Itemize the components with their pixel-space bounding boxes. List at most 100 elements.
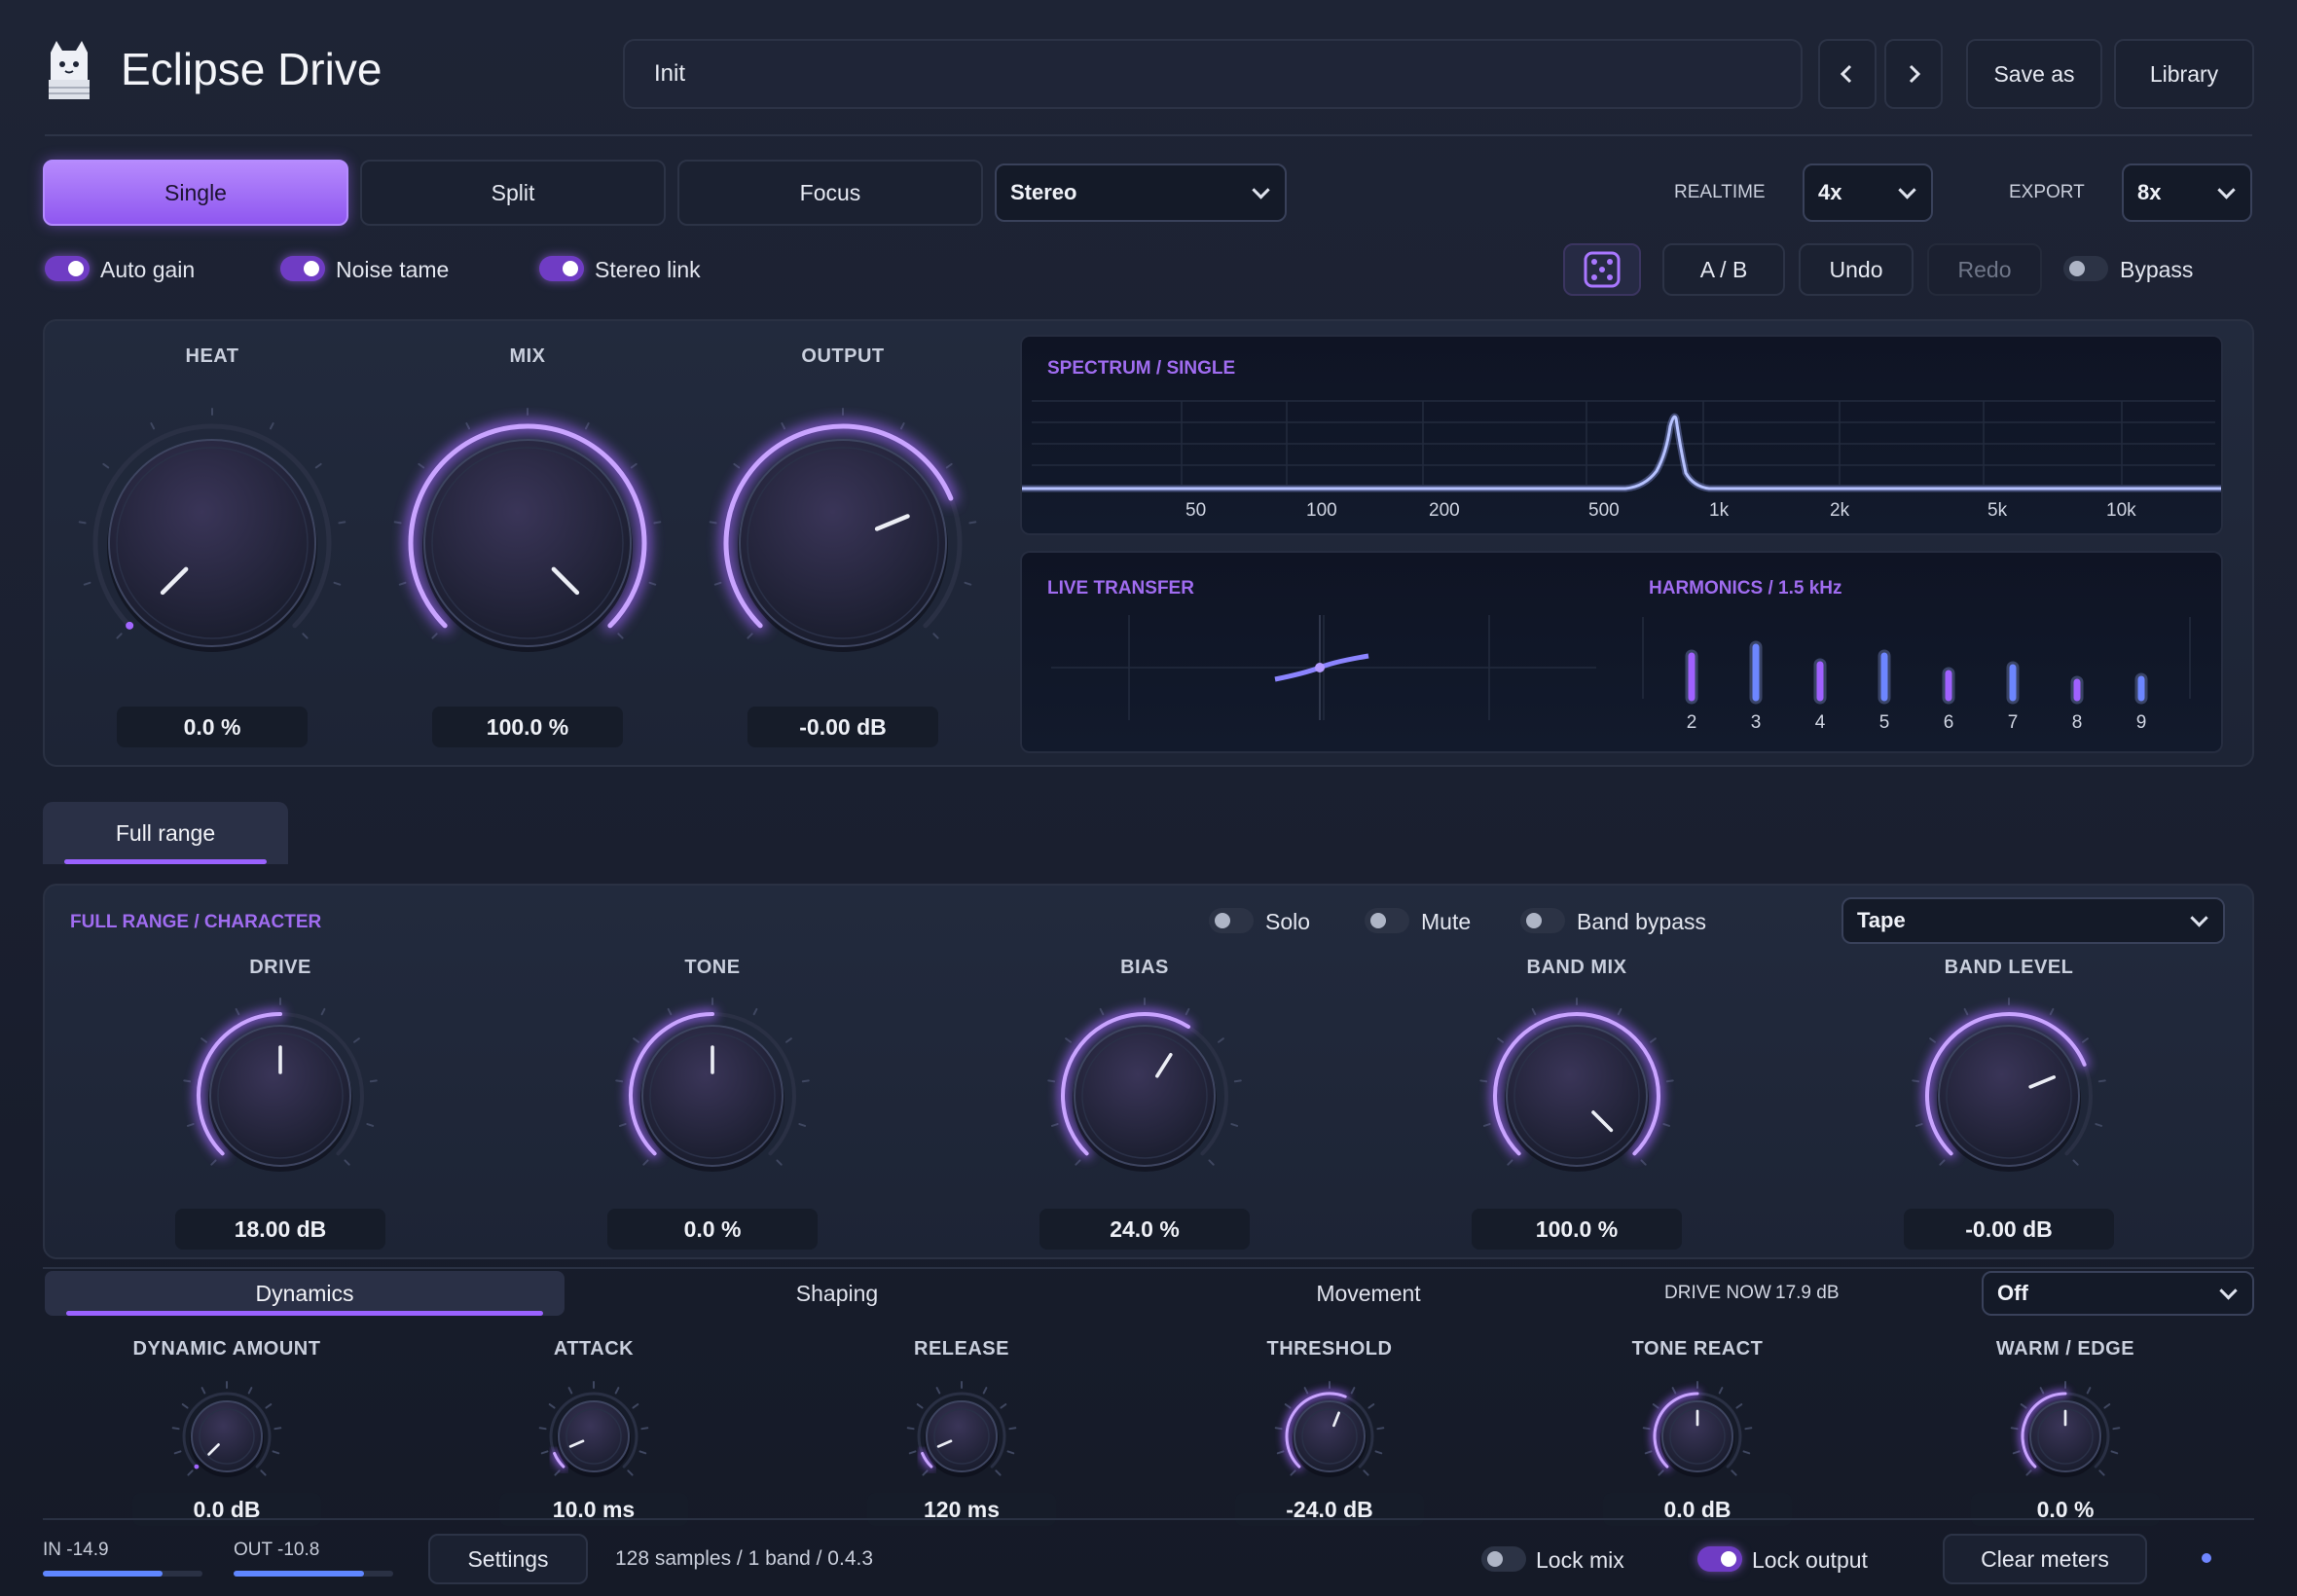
input-meter-label: IN -14.9 [43,1540,109,1560]
knob-tick [776,1159,783,1166]
undo-button[interactable]: Undo [1799,243,1914,296]
tab-movement[interactable]: Movement [1115,1271,1622,1316]
knob-tick [1376,1427,1385,1431]
harmonic-number: 3 [1750,712,1762,733]
dynamics-mode-select[interactable]: Off [1982,1271,2254,1316]
drive-knob[interactable] [173,989,387,1203]
chevron-down-icon [2217,181,2236,200]
mode-focus-button[interactable]: Focus [677,160,983,226]
knob-tick [1374,1450,1383,1455]
settings-button[interactable]: Settings [428,1534,588,1584]
harmonic-number: 9 [2135,712,2147,733]
tab-movement-label: Movement [1316,1280,1421,1306]
knob-tick [333,581,342,586]
lock-output-toggle[interactable] [1697,1546,1742,1572]
harmonic-bar [2006,661,2020,705]
solo-label: Solo [1265,909,1311,934]
freq-label-1k: 1k [1709,500,1730,521]
knob-tick [247,1387,253,1395]
knob-indicator [936,1439,953,1448]
tab-dynamics[interactable]: Dynamics [45,1271,565,1316]
knob-body [209,1025,351,1167]
previous-preset-button[interactable] [1818,39,1877,109]
knob-tick [272,1450,280,1455]
export-label: EXPORT [2009,182,2085,202]
knob-tick [982,1387,988,1395]
harmonics-title: HARMONICS / 1.5 kHz [1649,578,1842,598]
knob-body [641,1025,784,1167]
band-mix-knob[interactable] [1470,989,1684,1203]
drive-now-label: DRIVE NOW [1664,1283,1771,1303]
next-preset-button[interactable] [1884,39,1943,109]
knob-body [108,439,316,647]
knob-tick [2095,1123,2103,1127]
tab-shaping[interactable]: Shaping [584,1271,1090,1316]
band-bypass-toggle[interactable] [1520,908,1565,933]
band-tab-label: Full range [115,819,216,846]
freq-label-5k: 5k [1987,500,2008,521]
mode-single-button[interactable]: Single [43,160,348,226]
knob-tick [1497,1037,1504,1043]
bias-knob[interactable] [1038,989,1252,1203]
output-meter-fill [234,1571,365,1577]
mute-toggle[interactable] [1365,908,1409,933]
save-as-button[interactable]: Save as [1966,39,2102,109]
lock-output-label: Lock output [1752,1547,1868,1573]
channel-mode-select[interactable]: Stereo [995,163,1287,222]
mix-value: 100.0 % [432,707,623,747]
freq-label-200: 200 [1429,500,1460,521]
knob-tick [366,1123,375,1127]
knob-tick [618,1123,627,1127]
character-select[interactable]: Tape [1841,897,2225,944]
randomize-button[interactable] [1563,243,1641,296]
mix-knob[interactable] [382,397,674,689]
library-button[interactable]: Library [2114,39,2254,109]
realtime-oversampling-select[interactable]: 4x [1803,163,1933,222]
freq-label-2k: 2k [1830,500,1850,521]
lock-mix-toggle[interactable] [1481,1546,1526,1572]
knob-body [1938,1025,2080,1167]
release-knob[interactable] [903,1378,1020,1495]
knob-tick [630,462,638,469]
bypass-toggle[interactable] [2063,256,2108,281]
heat-knob[interactable] [66,397,358,689]
mode-split-button[interactable]: Split [360,160,666,226]
noise-tame-toggle[interactable] [280,256,325,281]
knob-tick [747,633,753,639]
band-tab-full-range[interactable]: Full range [43,802,288,864]
output-knob[interactable] [697,397,989,689]
clear-meters-button[interactable]: Clear meters [1943,1534,2147,1584]
ab-compare-button[interactable]: A / B [1662,243,1785,296]
chevron-down-icon [1898,181,1916,200]
knob-indicator [207,1443,220,1456]
harmonic-number: 8 [2071,712,2083,733]
warm-edge-knob[interactable] [2007,1378,2124,1495]
knob-tick [1617,1007,1622,1016]
band-mix-label: BAND MIX [1526,957,1627,978]
attack-knob[interactable] [535,1378,652,1495]
knob-tick [1350,1387,1356,1395]
knob-tick [617,633,624,639]
preset-name-field[interactable]: Init [623,39,1803,109]
threshold-knob[interactable] [1271,1378,1388,1495]
knob-value-arc [921,1451,933,1469]
dynamic-amount-knob[interactable] [168,1378,285,1495]
solo-toggle[interactable] [1209,908,1254,933]
input-meter [43,1571,202,1577]
knob-body [1661,1400,1733,1472]
realtime-value: 4x [1818,180,1842,204]
stereo-link-toggle[interactable] [539,256,584,281]
tone-knob[interactable] [605,989,820,1203]
knob-value-arc [1925,1012,2087,1156]
knob-tick [186,1123,195,1127]
chevron-down-icon [1252,181,1270,200]
release-label: RELEASE [914,1338,1009,1360]
tone-react-knob[interactable] [1639,1378,1756,1495]
knob-tick [235,1007,240,1016]
redo-button[interactable]: Redo [1927,243,2042,296]
knob-tick [431,633,438,639]
knob-value-arc [2021,1392,2067,1469]
auto-gain-toggle[interactable] [45,256,90,281]
band-level-knob[interactable] [1902,989,2116,1203]
export-oversampling-select[interactable]: 8x [2122,163,2252,222]
